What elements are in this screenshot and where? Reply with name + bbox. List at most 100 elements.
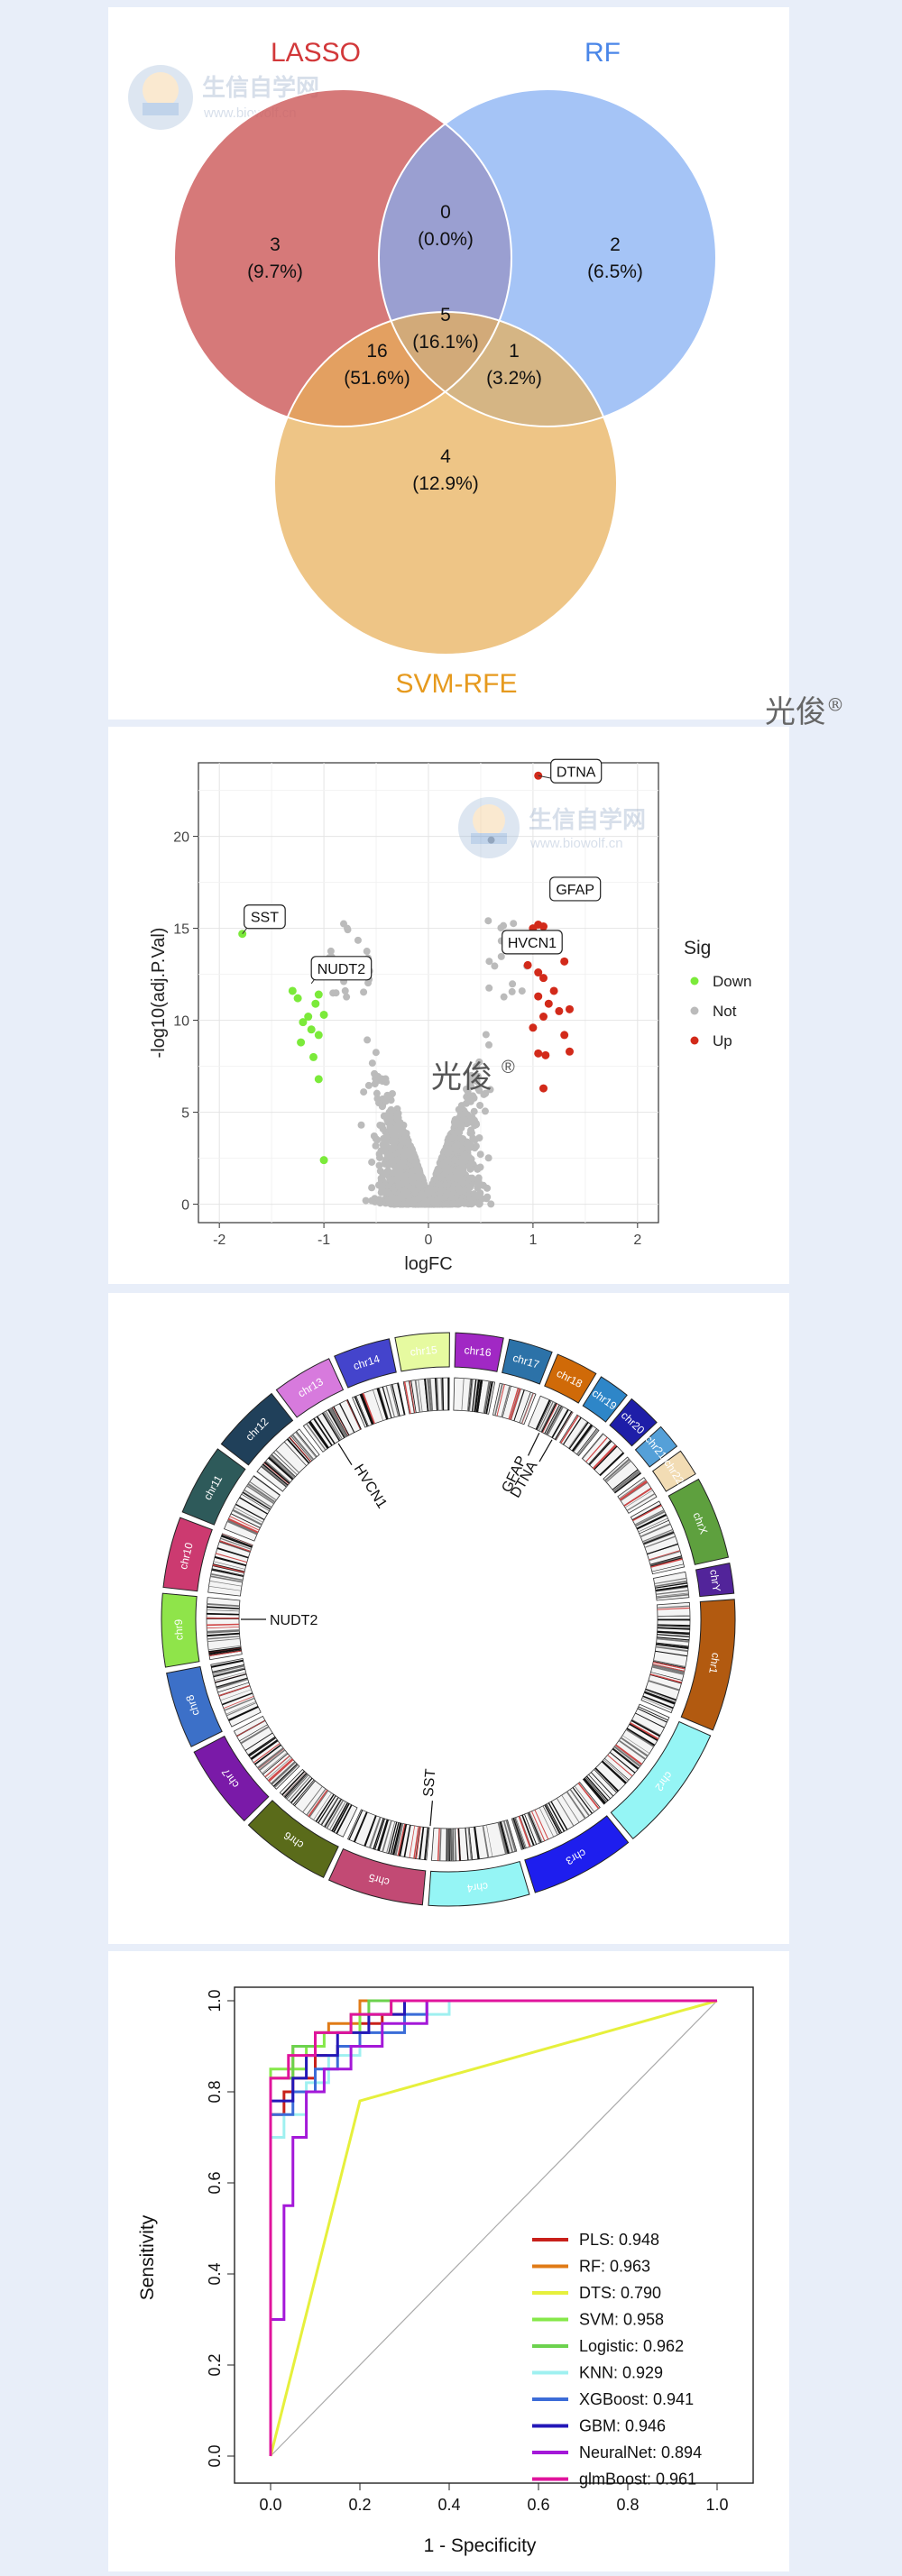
- cytoband-stripe: [590, 1772, 614, 1797]
- legend-label: Logistic: 0.962: [579, 2337, 684, 2355]
- cytoband-stripe: [631, 1719, 661, 1736]
- point-not: [474, 1177, 483, 1185]
- cytoband-stripe: [649, 1556, 683, 1566]
- gene-leader: [538, 1439, 553, 1462]
- cytoband-stripe: [502, 1821, 511, 1854]
- point-not: [392, 1195, 400, 1203]
- cytoband-stripe: [572, 1787, 594, 1814]
- cytoband-stripe: [207, 1609, 240, 1612]
- cytoband-stripe: [403, 1381, 411, 1414]
- chromosome-segment: [394, 1332, 450, 1372]
- point-not: [456, 1177, 465, 1185]
- cytoband-stripe: [650, 1558, 683, 1568]
- cytoband-stripe: [594, 1767, 620, 1792]
- point-not: [473, 1062, 481, 1070]
- cytoband-stripe: [229, 1516, 260, 1531]
- cytoband-stripe: [604, 1459, 630, 1481]
- cytoband-stripe: [415, 1380, 421, 1413]
- cytoband-stripe: [621, 1735, 650, 1754]
- cytoband-stripe: [632, 1504, 662, 1522]
- cytoband-stripe: [655, 1584, 688, 1591]
- point-not: [332, 989, 340, 997]
- point-not: [377, 1188, 385, 1196]
- roc-curve: [269, 1999, 718, 2457]
- cytoband-stripe: [546, 1803, 563, 1833]
- point-not: [344, 924, 352, 932]
- cytoband-stripe: [499, 1821, 510, 1854]
- volcano-not-points: [326, 836, 531, 1208]
- cytoband-ring: [206, 1377, 691, 1862]
- point-not: [485, 984, 493, 992]
- cytoband-stripe: [599, 1452, 624, 1476]
- cytoband-stripe: [652, 1661, 686, 1670]
- y-tick-label: 10: [173, 1014, 189, 1030]
- cytoband-stripe: [657, 1607, 690, 1610]
- legend-label: glmBoost: 0.961: [579, 2471, 696, 2489]
- chromosome-segment: [680, 1599, 736, 1731]
- gene-label: SST: [421, 1768, 439, 1798]
- point-up: [539, 922, 548, 931]
- point-not: [460, 1186, 468, 1194]
- cytoband-stripe: [327, 1408, 345, 1438]
- cytoband-stripe: [560, 1415, 579, 1444]
- cytoband-stripe: [325, 1410, 343, 1440]
- point-not: [375, 1161, 383, 1169]
- point-up: [534, 968, 543, 977]
- cytoband-stripe: [601, 1760, 627, 1784]
- cytoband-stripe: [631, 1504, 662, 1521]
- cytoband-stripe: [409, 1380, 415, 1414]
- cytoband-stripe: [655, 1650, 687, 1657]
- cytoband-stripe: [647, 1543, 678, 1555]
- cytoband-stripe: [568, 1421, 589, 1449]
- cytoband-stripe: [577, 1783, 600, 1810]
- cytoband-stripe: [234, 1507, 263, 1523]
- cytoband-stripe: [534, 1810, 549, 1840]
- cytoband-stripe: [247, 1484, 275, 1503]
- cytoband-stripe: [308, 1421, 328, 1449]
- point-not: [343, 993, 351, 1001]
- point-not: [377, 1174, 385, 1182]
- cytoband-stripe: [576, 1428, 597, 1455]
- cytoband-stripe: [394, 1823, 404, 1856]
- cytoband-stripe: [295, 1432, 317, 1458]
- cytoband-stripe: [656, 1642, 689, 1647]
- point-not: [401, 1171, 410, 1179]
- point-not: [500, 993, 508, 1001]
- roc-axes: 0.0 0.0 0.2 0.2 0.4 0.4 0.6 0.6 0.8 0.8 1.0 1.0: [206, 1989, 729, 2514]
- point-up: [541, 1050, 550, 1059]
- point-not: [327, 947, 335, 955]
- cytoband-stripe: [292, 1779, 315, 1805]
- cytoband-stripe: [354, 1396, 368, 1427]
- cytoband-stripe: [290, 1435, 313, 1462]
- cytoband-stripe: [541, 1402, 557, 1433]
- legend-item-up: Up: [713, 1032, 732, 1050]
- cytoband-stripe: [448, 1828, 450, 1861]
- cytoband-stripe: [642, 1528, 674, 1543]
- cytoband-stripe: [513, 1817, 526, 1849]
- svg-text:www.biowolf.cn: www.biowolf.cn: [529, 836, 623, 851]
- venn-pct-svm: (12.9%): [412, 473, 479, 494]
- point-down: [297, 1038, 306, 1047]
- cytoband-stripe: [308, 1789, 328, 1818]
- svg-text:生信自学网: 生信自学网: [529, 806, 646, 834]
- cytoband-stripe: [604, 1757, 630, 1781]
- cytoband-stripe: [221, 1536, 253, 1548]
- cytoband-stripe: [472, 1379, 477, 1412]
- point-not: [387, 1152, 395, 1160]
- point-not: [400, 1200, 409, 1208]
- cytoband-stripe: [650, 1672, 683, 1681]
- cytoband-stripe: [643, 1531, 675, 1545]
- cytoband-stripe: [361, 1393, 374, 1425]
- point-not: [390, 1158, 398, 1166]
- cytoband-stripe: [554, 1411, 573, 1440]
- chromosome-segment: [181, 1448, 246, 1526]
- cytoband-stripe: [244, 1489, 272, 1508]
- cytoband-stripe: [653, 1659, 686, 1668]
- cytoband-stripe: [210, 1575, 243, 1583]
- cytoband-stripe: [226, 1520, 258, 1536]
- legend-label: DTS: 0.790: [579, 2284, 661, 2302]
- cytoband-stripe: [644, 1691, 676, 1704]
- cytoband-stripe: [519, 1391, 531, 1423]
- point-down: [293, 994, 302, 1003]
